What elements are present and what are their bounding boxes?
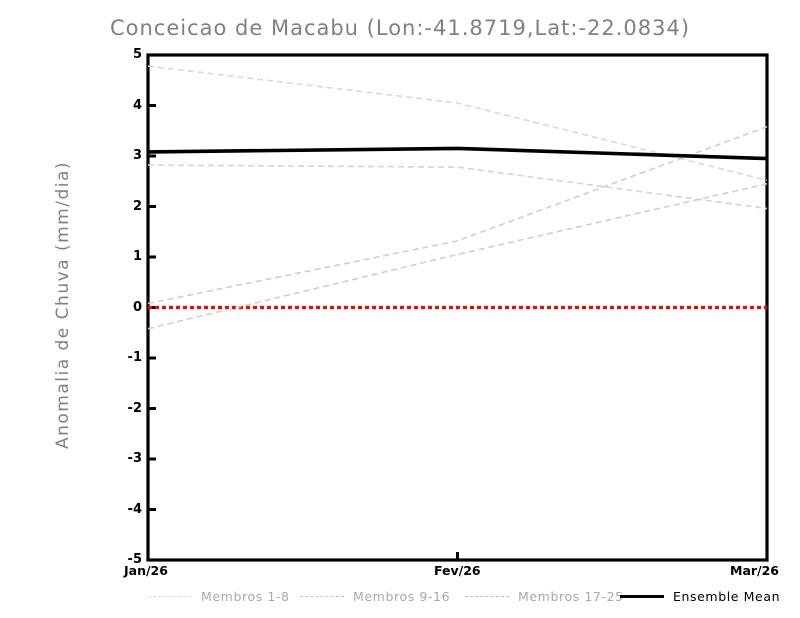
x-tick-label: Jan/26: [124, 563, 168, 578]
y-tick-label: -1: [127, 350, 142, 365]
y-tick-label: -4: [127, 501, 142, 517]
chart-legend: Membros 1-8 Membros 9-16 Membros 17-25 Ense…: [0, 587, 800, 609]
legend-entry: Ensemble Mean: [620, 587, 780, 605]
legend-entry: Membros 9-16: [300, 587, 450, 605]
legend-label: Membros 17-25: [518, 588, 624, 604]
y-tick-label: 3: [132, 148, 142, 163]
legend-swatch: [465, 595, 509, 597]
legend-swatch: [148, 595, 192, 597]
y-axis-tick-labels: 5 4 3 2 1 0 -1 -2 -3 -4 -5: [104, 0, 142, 618]
y-tick-label: -3: [127, 451, 142, 466]
y-tick-label: -5: [127, 552, 142, 567]
series-line-ensemble-mean: [147, 146, 768, 161]
y-tick-label: 0: [132, 299, 142, 315]
series-line-2: [147, 125, 768, 305]
chart-title: Conceicao de Macabu (Lon:-41.8719,Lat:-2…: [109, 16, 691, 40]
x-tick-label: Mar/26: [730, 563, 779, 578]
x-tick-label: Fev/26: [434, 563, 481, 578]
legend-label: Membros 9-16: [353, 588, 451, 604]
legend-label: Ensemble Mean: [673, 588, 781, 604]
series-line-1: [147, 164, 768, 210]
series-line-0: [147, 65, 768, 182]
legend-entry: Membros 17-25: [465, 587, 624, 605]
y-axis-title: Anomalia de Chuva (mm/dia): [53, 160, 73, 450]
legend-entry: Membros 1-8: [148, 587, 290, 605]
y-tick-label: 4: [132, 97, 142, 113]
y-tick-label: 5: [132, 47, 142, 62]
y-tick-label: -2: [127, 400, 142, 416]
y-tick-label: 1: [132, 249, 142, 264]
legend-swatch: [620, 594, 664, 598]
legend-label: Membros 1-8: [201, 588, 290, 604]
y-tick-label: 2: [132, 198, 142, 214]
legend-swatch: [300, 595, 344, 597]
